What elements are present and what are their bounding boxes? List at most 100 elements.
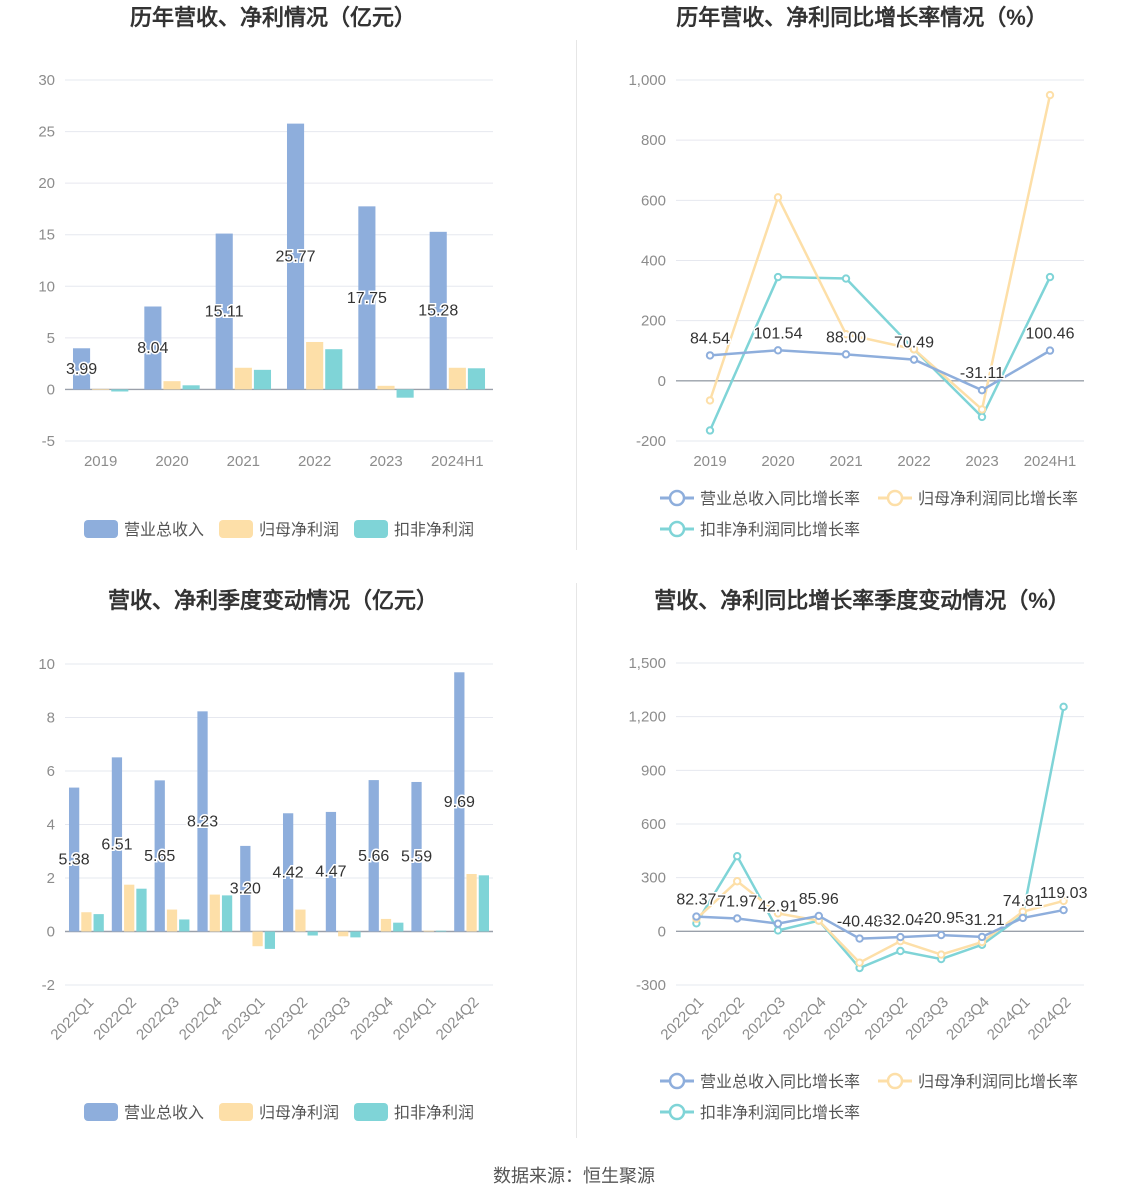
x-tick-label: 2024Q2 — [433, 994, 483, 1044]
bar — [111, 389, 129, 392]
bar — [197, 711, 208, 932]
legend-bar-swatch — [219, 1103, 253, 1121]
bar — [423, 930, 434, 932]
data-point — [733, 877, 742, 886]
data-point — [773, 272, 783, 282]
bar — [435, 930, 447, 932]
legend-label: 扣非净利润同比增长率 — [700, 1104, 860, 1122]
bar — [286, 123, 305, 390]
y-tick-label: 10 — [38, 278, 55, 295]
legend-label: 归母净利润同比增长率 — [918, 1073, 1078, 1091]
data-label: 5.66 — [358, 848, 389, 865]
x-tick-label: 2022 — [298, 453, 331, 470]
bar — [111, 757, 123, 932]
x-tick-label: 2020 — [155, 453, 188, 470]
data-point — [977, 385, 987, 395]
data-point — [909, 345, 919, 354]
data-label: -32.04 — [878, 912, 923, 929]
bar — [166, 909, 178, 932]
y-tick-label: 900 — [641, 762, 666, 779]
data-point — [773, 346, 783, 355]
data-label: 8.04 — [137, 340, 168, 357]
x-tick-label: 2022Q2 — [90, 994, 140, 1044]
data-point — [1059, 702, 1068, 712]
chart-quarterly-growth-rate: 营收、净利同比增长率季度变动情况（%） -300 0 300 600 900 1,200 1,… — [628, 588, 1089, 1122]
bar — [221, 895, 233, 932]
bar — [396, 389, 414, 398]
bar — [306, 341, 324, 390]
bar — [253, 369, 272, 390]
data-point — [896, 946, 905, 956]
data-point — [705, 351, 715, 360]
bar — [429, 231, 447, 390]
legend-label: 扣非净利润 — [394, 521, 474, 539]
y-tick-label: -5 — [42, 433, 55, 450]
bar — [72, 348, 91, 390]
legend-label: 营业总收入同比增长率 — [700, 490, 860, 508]
bar — [68, 787, 80, 932]
bar — [136, 888, 147, 932]
y-tick-label: 300 — [641, 870, 666, 887]
bar — [295, 909, 306, 932]
x-tick-label: 2022Q3 — [739, 994, 789, 1044]
data-point — [841, 330, 851, 339]
legend-marker-swatch — [668, 1103, 686, 1121]
data-label: 8.23 — [187, 813, 218, 830]
bar — [93, 914, 104, 932]
data-point — [1018, 913, 1027, 923]
legend-label: 归母净利润 — [259, 521, 339, 539]
data-point — [909, 355, 919, 364]
x-tick-label: 2024Q2 — [1025, 994, 1075, 1044]
x-tick-label: 2023Q4 — [347, 994, 397, 1044]
y-tick-label: 5 — [47, 330, 55, 347]
data-point — [773, 919, 783, 928]
data-point — [814, 911, 824, 921]
series-line — [709, 349, 1051, 392]
data-label: 5.65 — [144, 848, 175, 865]
x-tick-label: 2019 — [693, 453, 726, 470]
legend-label: 归母净利润同比增长率 — [918, 490, 1078, 508]
legend-marker-swatch — [668, 489, 686, 507]
chart-title: 营收、净利季度变动情况（亿元） — [108, 588, 438, 613]
bar — [209, 894, 220, 932]
y-tick-label: -300 — [636, 977, 666, 994]
series-line — [708, 275, 1052, 431]
data-point — [977, 405, 987, 414]
legend-marker-swatch — [886, 1072, 904, 1090]
x-tick-label: 2024Q1 — [390, 994, 440, 1044]
y-tick-label: 0 — [47, 381, 55, 398]
bar — [240, 845, 251, 932]
x-tick-label: 2023Q2 — [261, 994, 311, 1044]
bar — [282, 813, 294, 932]
legend-label: 营业总收入 — [124, 521, 204, 539]
data-label: 70.49 — [894, 335, 934, 352]
data-label: 84.54 — [690, 330, 730, 347]
data-point — [773, 926, 783, 935]
data-label: -40.48 — [837, 914, 882, 931]
bar — [325, 811, 337, 932]
bar — [92, 388, 110, 390]
bar — [368, 780, 379, 932]
x-tick-label: 2019 — [84, 453, 117, 470]
data-label: 3.99 — [66, 361, 97, 378]
series-line — [696, 908, 1064, 940]
x-tick-label: 2023Q2 — [861, 994, 911, 1044]
legend-label: 扣非净利润同比增长率 — [700, 521, 860, 539]
y-tick-label: 6 — [47, 763, 55, 780]
y-tick-label: 4 — [47, 817, 55, 834]
y-tick-label: 600 — [641, 192, 666, 209]
bar — [182, 385, 200, 390]
x-tick-label: 2024Q1 — [984, 994, 1034, 1044]
panel-divider-top — [576, 40, 577, 550]
data-point — [773, 909, 783, 918]
data-label: 71.97 — [717, 893, 757, 910]
data-point — [896, 932, 905, 942]
bar — [358, 206, 376, 390]
bar — [466, 873, 477, 932]
data-point — [705, 396, 715, 405]
data-label: 74.81 — [1003, 893, 1043, 910]
data-source-note: 数据来源：恒生聚源 — [493, 1166, 655, 1186]
data-label: 119.03 — [1040, 885, 1088, 902]
y-tick-label: 30 — [38, 72, 55, 89]
data-label: 5.59 — [401, 849, 432, 866]
